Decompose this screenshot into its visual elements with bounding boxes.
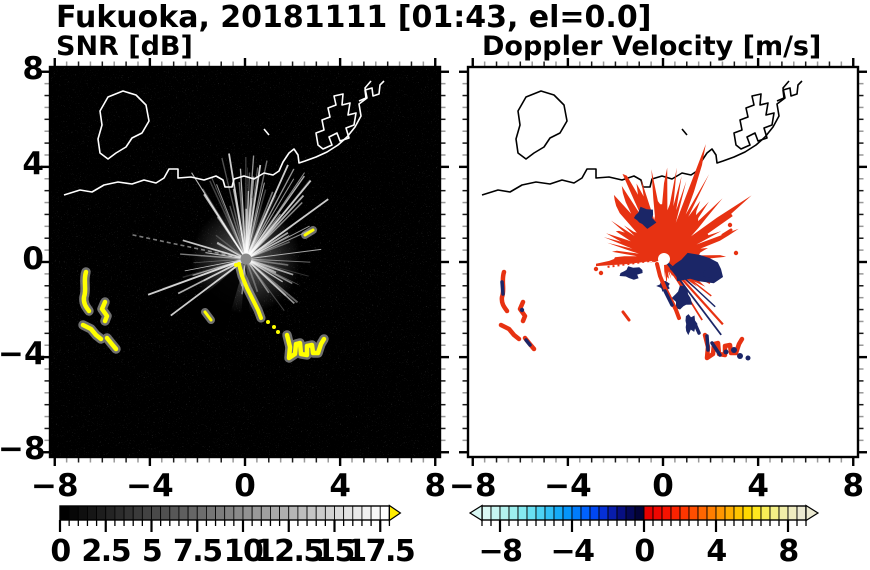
y-tick-label: 0 [22,241,44,277]
y-tick-label: 4 [22,145,44,182]
snr-colorbar-label: 5 [141,534,163,569]
x-tick-label: −8 [30,468,79,504]
velocity-colorbar-label: 0 [634,534,655,569]
velocity-panel [459,58,867,466]
axes [41,58,449,466]
x-tick-label: 8 [842,468,865,504]
snr-colorbar [58,504,402,532]
velocity-over-arrow [805,504,820,522]
snr-panel-title: SNR [dB] [56,31,193,62]
snr-panel [41,58,449,466]
x-tick-label: −8 [448,468,497,504]
x-tick-label: −4 [544,468,592,504]
axes [459,58,867,466]
velocity-colorbar-segments [481,505,807,521]
snr-over-arrow [388,504,402,522]
figure-title: Fukuoka, 20181111 [01:43, el=0.0] [56,0,652,35]
velocity-colorbar-label: −4 [550,534,595,569]
snr-colorbar-label: 7.5 [172,534,223,569]
snr-colorbar-label: 15 [315,534,355,569]
snr-colorbar-label: 17.5 [346,534,416,569]
x-tick-label: 4 [329,468,351,504]
velocity-panel-title: Doppler Velocity [m/s] [482,31,822,62]
snr-colorbar-label: 2.5 [81,534,131,569]
x-tick-label: 0 [234,468,256,504]
x-tick-label: 8 [424,468,447,504]
x-tick-label: 0 [652,468,674,504]
coastline [63,80,385,196]
echo-navy [619,206,723,336]
snr-colorbar-label: 12.5 [254,534,325,569]
y-tick-label: 8 [22,50,44,87]
velocity-under-arrow [468,504,483,522]
snr-colorbar-label: 10 [223,534,264,569]
radar-hole [658,253,670,265]
velocity-colorbar-label: −8 [478,534,523,569]
radar-rays [130,153,329,317]
x-tick-label: 4 [747,468,769,504]
snr-colorbar-label: 0 [50,534,71,569]
y-tick-label: −4 [0,336,46,373]
y-tick-label: −8 [0,431,46,468]
clutter-yellow [78,226,329,363]
velocity-colorbar-label: 8 [778,534,799,569]
snr-colorbar-segments [59,505,390,521]
clutter-doppler [498,228,751,361]
velocity-colorbar [468,504,820,532]
x-tick-label: −4 [126,468,174,504]
velocity-colorbar-label: 4 [706,534,727,569]
radar-dot [240,253,252,265]
